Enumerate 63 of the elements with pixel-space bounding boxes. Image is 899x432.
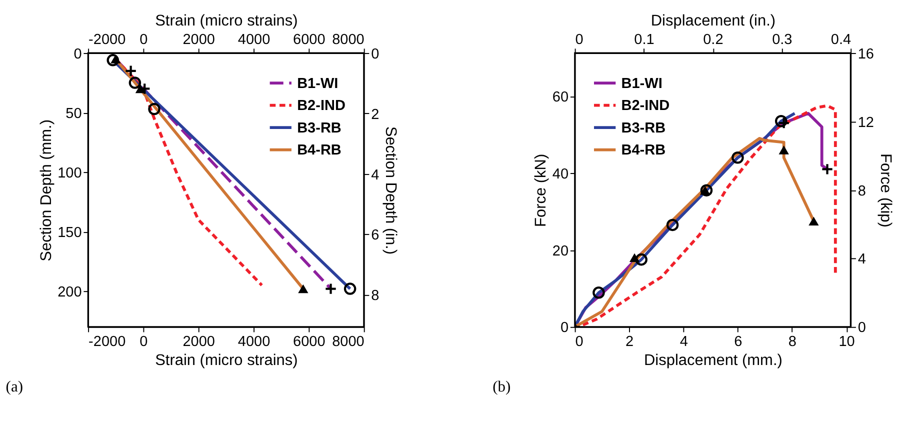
y2-tick-label: 8 bbox=[371, 288, 380, 304]
x-tick-label: 0 bbox=[575, 334, 584, 350]
x-tick-label: 4000 bbox=[238, 32, 270, 48]
y-tick-label: 150 bbox=[58, 224, 82, 241]
x2-axis-title: Strain (micro strains) bbox=[155, 12, 298, 30]
y2-tick-label: 8 bbox=[858, 183, 866, 200]
x-axis-title: Strain (micro strains) bbox=[155, 352, 298, 370]
point bbox=[732, 152, 744, 164]
point bbox=[700, 186, 710, 195]
y-tick-label: 0 bbox=[560, 320, 569, 336]
text: (a) bbox=[6, 378, 23, 396]
point bbox=[808, 216, 819, 226]
text: (b) bbox=[492, 378, 511, 396]
point bbox=[629, 253, 640, 262]
x-tick-label: 10 bbox=[838, 334, 855, 350]
y-axis-title: Force (kN) bbox=[532, 154, 550, 227]
y-axis-title: Section Depth (mm.) bbox=[38, 120, 55, 262]
y-tick-label: 200 bbox=[58, 284, 82, 300]
x-tick-label: 8000 bbox=[332, 32, 364, 48]
point bbox=[778, 146, 789, 154]
x2-axis-title: Displacement (in.) bbox=[650, 12, 776, 30]
x2-tick-label: 0.1 bbox=[634, 32, 654, 48]
legend-label: B4-RB bbox=[297, 142, 342, 159]
point bbox=[774, 114, 788, 128]
y-tick-label: 0 bbox=[74, 46, 82, 62]
legend-label: B1-WI bbox=[621, 76, 662, 92]
y2-tick-label: 0 bbox=[371, 46, 380, 62]
x-tick-label: 6 bbox=[734, 334, 742, 350]
legend-label: B3-RB bbox=[621, 120, 666, 136]
y2-tick-label: 4 bbox=[858, 252, 866, 268]
y-tick-label: 40 bbox=[552, 166, 569, 182]
y2-axis-title: Force (kip) bbox=[876, 153, 894, 228]
y2-tick-label: 0 bbox=[858, 320, 866, 336]
x-tick-label: 4 bbox=[680, 334, 688, 350]
y2-tick-label: 16 bbox=[858, 46, 874, 62]
y2-tick-label: 4 bbox=[371, 167, 380, 184]
y2-tick-label: 2 bbox=[371, 106, 380, 123]
x-tick-label: 2000 bbox=[182, 32, 215, 48]
x2-tick-label: 0.4 bbox=[830, 32, 852, 48]
x2-tick-label: 0.3 bbox=[772, 32, 792, 48]
x-axis-title: Displacement (mm.) bbox=[644, 352, 782, 370]
legend-label: B4-RB bbox=[621, 142, 666, 159]
point bbox=[592, 286, 605, 299]
legend-label: B3-RB bbox=[297, 120, 342, 136]
point bbox=[666, 218, 679, 232]
x-tick-label: 6000 bbox=[293, 32, 326, 48]
y2-tick-label: 6 bbox=[371, 228, 380, 244]
legend-label: B1-WI bbox=[297, 76, 338, 92]
y2-tick-label: 12 bbox=[858, 114, 874, 131]
x-tick-label: 8 bbox=[788, 334, 797, 350]
point bbox=[700, 184, 713, 196]
x-tick-label: 0 bbox=[140, 32, 148, 48]
point bbox=[635, 253, 648, 266]
y-tick-label: 60 bbox=[552, 89, 569, 106]
y-tick-label: 20 bbox=[552, 243, 569, 260]
x2-tick-label: 0.2 bbox=[703, 32, 724, 48]
legend-label: B2-IND bbox=[621, 98, 670, 114]
y-tick-label: 100 bbox=[58, 165, 82, 182]
y2-axis-title: Section Depth (in.) bbox=[382, 126, 399, 254]
x-tick-label: 2 bbox=[626, 334, 634, 350]
y-tick-label: 50 bbox=[66, 106, 82, 122]
x-tick-label: -2000 bbox=[88, 32, 126, 48]
legend-label: B2-IND bbox=[297, 98, 346, 114]
